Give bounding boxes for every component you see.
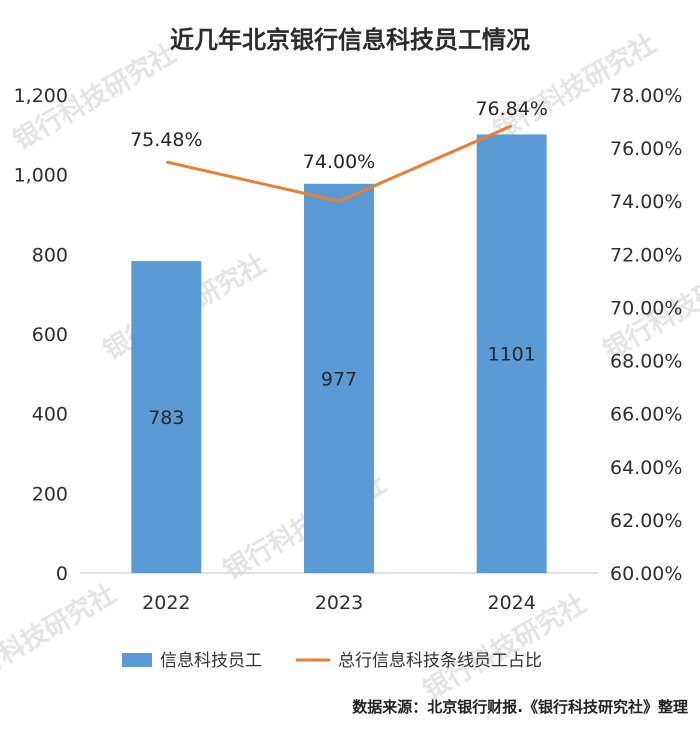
- right-axis-tick-label: 64.00%: [610, 457, 682, 479]
- left-axis-tick-label: 600: [32, 324, 68, 346]
- right-axis-tick-label: 66.00%: [610, 404, 682, 426]
- legend-swatch-bar: [122, 653, 152, 667]
- right-axis-tick-label: 78.00%: [610, 85, 682, 107]
- x-axis-tick-label: 2024: [487, 592, 535, 614]
- left-axis-tick-label: 0: [56, 563, 68, 585]
- left-axis-tick-label: 800: [32, 244, 68, 266]
- bar-label-2023: 977: [321, 368, 357, 390]
- line-label-2024: 76.84%: [475, 98, 547, 120]
- legend-label-line: 总行信息科技条线员工占比: [338, 651, 542, 671]
- left-axis-tick-label: 1,200: [14, 85, 68, 107]
- legend: 信息科技员工 总行信息科技条线员工占比: [122, 651, 542, 671]
- line-label-2023: 74.00%: [303, 151, 375, 173]
- bar-label-2022: 783: [148, 407, 184, 429]
- x-axis-tick-label: 2022: [142, 592, 190, 614]
- legend-label-bar: 信息科技员工: [160, 651, 262, 671]
- right-axis-tick-label: 74.00%: [610, 191, 682, 213]
- right-axis-tick-label: 68.00%: [610, 351, 682, 373]
- left-axis-tick-label: 1,000: [14, 165, 68, 187]
- left-axis-tick-label: 200: [32, 483, 68, 505]
- right-axis-tick-label: 60.00%: [610, 563, 682, 585]
- right-axis-tick-label: 72.00%: [610, 244, 682, 266]
- x-axis-tick-label: 2023: [315, 592, 363, 614]
- left-axis-ticks: 0 200 400 600 800 1,000 1,200: [14, 85, 68, 585]
- right-axis-tick-label: 62.00%: [610, 510, 682, 532]
- watermark-text: 银行科技研究社: [0, 578, 121, 696]
- right-axis-tick-label: 76.00%: [610, 138, 682, 160]
- x-axis-ticks: 2022 2023 2024: [142, 592, 536, 614]
- bar-label-2024: 1101: [487, 344, 535, 366]
- source-note: 数据来源：北京银行财报.《银行科技研究社》整理: [352, 698, 688, 716]
- left-axis-tick-label: 400: [32, 404, 68, 426]
- right-axis-tick-label: 70.00%: [610, 297, 682, 319]
- chart-title: 近几年北京银行信息科技员工情况: [170, 26, 530, 54]
- line-label-2022: 75.48%: [130, 129, 202, 151]
